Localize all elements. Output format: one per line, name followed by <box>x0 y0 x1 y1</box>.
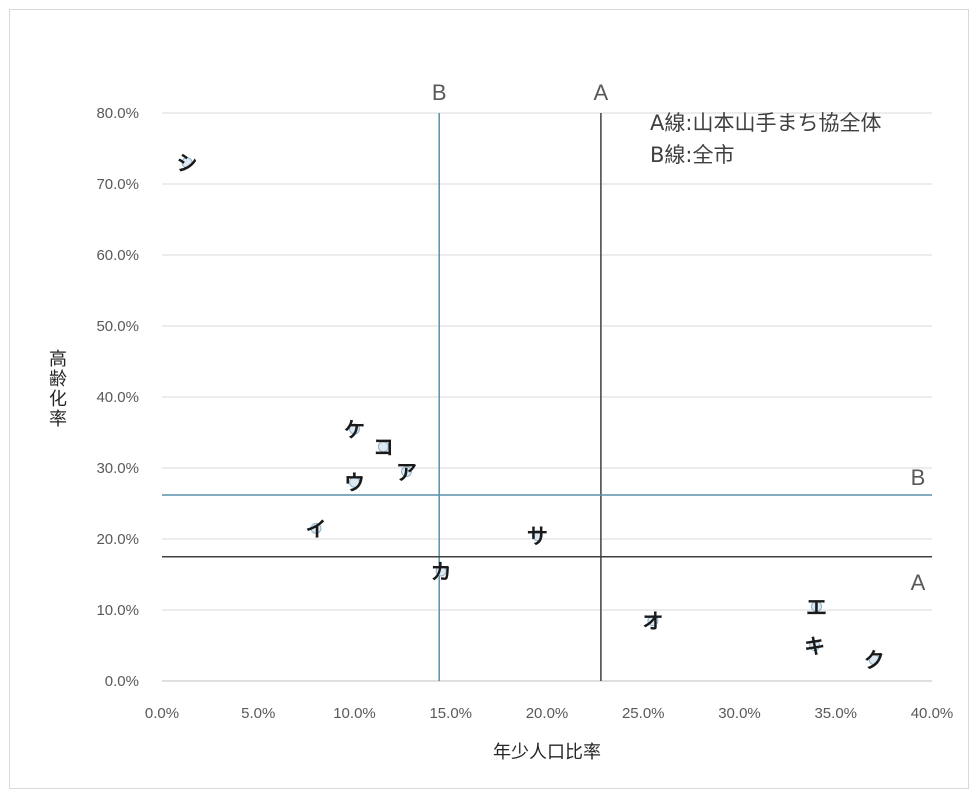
data-point-1 <box>349 423 360 435</box>
y-axis-title: 高齢化率 <box>49 349 67 430</box>
point-label-10: キ <box>804 635 825 659</box>
legend: A線:山本山手まち協全体 B線:全市 <box>650 111 881 167</box>
y-tick-label-8: 80.0% <box>96 105 139 122</box>
y-tick-label-6: 60.0% <box>96 247 139 264</box>
point-label-9: エ <box>806 595 827 619</box>
point-label-6: サ <box>527 524 548 548</box>
ref-label-a-top: A <box>594 80 609 105</box>
ref-label-b-right: B <box>911 465 926 490</box>
x-tick-label-2: 10.0% <box>333 705 376 722</box>
x-tick-label-1: 5.0% <box>241 705 275 722</box>
y-tick-label-7: 70.0% <box>96 176 139 193</box>
x-tick-label-0: 0.0% <box>145 705 179 722</box>
y-tick-label-0: 0.0% <box>105 673 139 690</box>
point-label-2: コ <box>373 436 394 460</box>
y-tick-label-3: 30.0% <box>96 460 139 477</box>
data-point-9 <box>811 600 822 612</box>
data-point-5 <box>310 522 322 534</box>
data-point-7 <box>435 565 447 577</box>
gridlines <box>162 112 932 682</box>
data-point-10 <box>809 640 821 651</box>
point-label-3: ア <box>396 461 417 485</box>
y-tick-label-4: 40.0% <box>96 389 139 406</box>
point-label-7: カ <box>431 560 452 584</box>
y-tick-label-2: 20.0% <box>96 531 139 548</box>
point-label-4: ウ <box>344 471 365 495</box>
data-point-4 <box>349 476 360 488</box>
chart-frame <box>9 9 969 789</box>
data-point-0 <box>181 157 193 169</box>
point-label-1: ケ <box>344 418 365 442</box>
x-tick-label-3: 15.0% <box>429 705 472 722</box>
x-tick-label-7: 35.0% <box>814 705 857 722</box>
y-axis-title-char-3: 率 <box>49 409 67 430</box>
point-label-5: イ <box>306 517 327 541</box>
legend-entry-a: A線:山本山手まち協全体 <box>650 111 881 135</box>
x-tick-label-5: 25.0% <box>622 705 665 722</box>
y-axis-title-char-2: 化 <box>49 389 67 410</box>
point-label-0: シ <box>177 152 198 176</box>
point-label-8: オ <box>642 610 663 634</box>
y-tick-label-5: 50.0% <box>96 318 139 335</box>
data-point-11 <box>868 654 880 666</box>
y-axis-title-char-1: 齢 <box>49 369 67 390</box>
x-tick-label-8: 40.0% <box>911 705 954 722</box>
data-point-6 <box>531 529 543 541</box>
ref-label-b-top: B <box>432 80 447 105</box>
x-tick-label-6: 30.0% <box>718 705 761 722</box>
data-point-8 <box>647 615 659 627</box>
legend-entry-b: B線:全市 <box>650 143 734 167</box>
x-axis-title: 年少人口比率 <box>493 742 601 763</box>
data-point-2 <box>377 441 389 453</box>
data-point-3 <box>400 466 412 478</box>
y-tick-label-1: 10.0% <box>96 602 139 619</box>
y-axis-title-char-0: 高 <box>49 349 67 370</box>
x-tick-label-4: 20.0% <box>526 705 569 722</box>
point-label-11: ク <box>864 649 885 673</box>
tick-labels: 0.0% 10.0% 20.0% 30.0% 40.0% 50.0% 60.0% 70.0% 8… <box>96 105 953 722</box>
ref-label-a-right: A <box>911 570 926 595</box>
reference-lines: B A B A <box>162 80 932 681</box>
